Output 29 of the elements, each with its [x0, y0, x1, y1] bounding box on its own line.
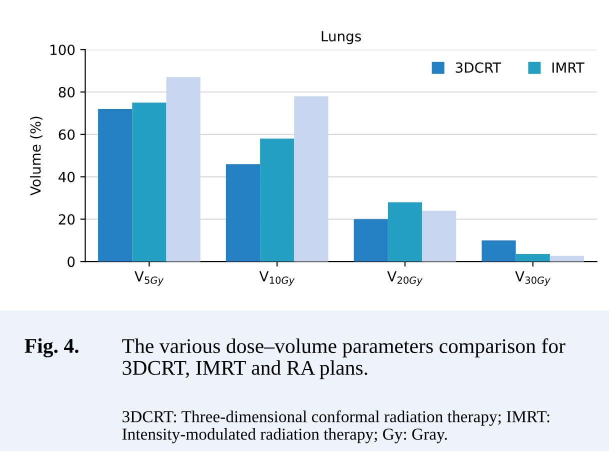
bar — [482, 240, 516, 262]
y-tick-label: 100 — [50, 44, 75, 56]
bar — [132, 102, 166, 262]
bar — [388, 202, 422, 262]
bar — [354, 219, 388, 262]
bar — [294, 96, 328, 262]
y-tick-label: 0 — [68, 256, 75, 268]
text: 3DCRT: Three-dimensional conformal radiation therapy; IMRT: Intensity-modulated radiation therapy; Gy: Gray. — [122, 410, 550, 444]
x-tick-label: V$_{30Gy}$ — [515, 271, 550, 286]
bar — [260, 138, 294, 262]
x-tick-label: V$_{10Gy}$ — [259, 271, 295, 286]
bar — [226, 164, 260, 262]
text: The various dose–volume parameters comparison for 3DCRT, IMRT and RA plans. — [122, 338, 566, 380]
bar — [550, 256, 584, 262]
bar — [98, 108, 132, 262]
y-tick-label: 20 — [58, 214, 75, 225]
bar — [516, 254, 550, 262]
legend-label: IMRT — [552, 62, 584, 73]
y-axis-title: Volume (%) — [30, 116, 42, 196]
caption: Fig. 4. — [24, 338, 78, 358]
chart-title: Lungs — [322, 31, 361, 44]
bar — [422, 210, 456, 262]
x-tick-label: V$_{5Gy}$ — [134, 271, 164, 286]
y-tick-label: 40 — [58, 172, 75, 182]
y-tick-label: 80 — [58, 86, 75, 98]
y-tick-label: 60 — [58, 129, 75, 140]
legend-label: 3DCRT — [456, 62, 502, 73]
bar — [166, 77, 200, 262]
x-tick-label: V$_{20Gy}$ — [387, 271, 423, 286]
